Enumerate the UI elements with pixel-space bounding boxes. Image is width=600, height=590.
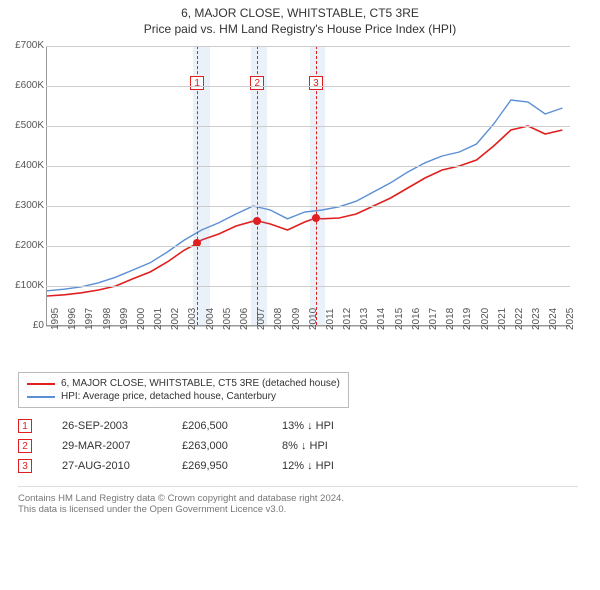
plot-region: 1 2 3	[46, 46, 570, 326]
y-axis-label: £500K	[0, 120, 44, 131]
sale-marker-box: 1	[190, 76, 204, 90]
sale-date: 26-SEP-2003	[62, 420, 152, 432]
attribution: Contains HM Land Registry data © Crown c…	[18, 486, 578, 515]
gridline	[46, 206, 570, 207]
legend: 6, MAJOR CLOSE, WHITSTABLE, CT5 3RE (det…	[18, 372, 349, 408]
sale-dot	[253, 217, 261, 225]
gridline	[46, 46, 570, 47]
legend-label: HPI: Average price, detached house, Cant…	[61, 391, 276, 402]
y-axis-label: £300K	[0, 200, 44, 211]
sale-date: 29-MAR-2007	[62, 440, 152, 452]
sale-price: £206,500	[182, 420, 252, 432]
sale-marker-box: 3	[309, 76, 323, 90]
sale-dot	[312, 214, 320, 222]
attribution-line2: This data is licensed under the Open Gov…	[18, 504, 578, 515]
y-axis-label: £700K	[0, 40, 44, 51]
y-axis-label: £600K	[0, 80, 44, 91]
gridline	[46, 166, 570, 167]
legend-item: HPI: Average price, detached house, Cant…	[27, 390, 340, 403]
y-axis-label: £0	[0, 320, 44, 331]
series-hpi	[47, 100, 562, 291]
sale-row: 1 26-SEP-2003 £206,500 13% ↓ HPI	[18, 416, 600, 436]
y-axis-label: £200K	[0, 240, 44, 251]
chart-title-block: 6, MAJOR CLOSE, WHITSTABLE, CT5 3RE Pric…	[0, 0, 600, 38]
x-axis-label: 2025	[565, 308, 600, 330]
series-property	[47, 126, 562, 296]
sale-delta: 13% ↓ HPI	[282, 420, 372, 432]
sale-row-marker: 1	[18, 419, 32, 433]
gridline	[46, 286, 570, 287]
title-address: 6, MAJOR CLOSE, WHITSTABLE, CT5 3RE	[0, 6, 600, 20]
gridline	[46, 86, 570, 87]
legend-swatch	[27, 383, 55, 385]
legend-swatch	[27, 396, 55, 398]
sale-delta: 12% ↓ HPI	[282, 460, 372, 472]
sale-marker-box: 2	[250, 76, 264, 90]
title-subtitle: Price paid vs. HM Land Registry's House …	[0, 22, 600, 36]
sale-row: 2 29-MAR-2007 £263,000 8% ↓ HPI	[18, 436, 600, 456]
sales-table: 1 26-SEP-2003 £206,500 13% ↓ HPI 2 29-MAR-200…	[18, 416, 600, 476]
sale-delta: 8% ↓ HPI	[282, 440, 372, 452]
sale-price: £269,950	[182, 460, 252, 472]
sale-row: 3 27-AUG-2010 £269,950 12% ↓ HPI	[18, 456, 600, 476]
attribution-line1: Contains HM Land Registry data © Crown c…	[18, 493, 578, 504]
chart-area: 123 £0£100K£200K£300K£400K£500K£600K£700…	[0, 46, 570, 366]
sale-row-marker: 3	[18, 459, 32, 473]
legend-item: 6, MAJOR CLOSE, WHITSTABLE, CT5 3RE (det…	[27, 377, 340, 390]
legend-label: 6, MAJOR CLOSE, WHITSTABLE, CT5 3RE (det…	[61, 378, 340, 389]
sale-price: £263,000	[182, 440, 252, 452]
y-axis-label: £100K	[0, 280, 44, 291]
y-axis-label: £400K	[0, 160, 44, 171]
sale-date: 27-AUG-2010	[62, 460, 152, 472]
gridline	[46, 246, 570, 247]
gridline	[46, 126, 570, 127]
sale-row-marker: 2	[18, 439, 32, 453]
